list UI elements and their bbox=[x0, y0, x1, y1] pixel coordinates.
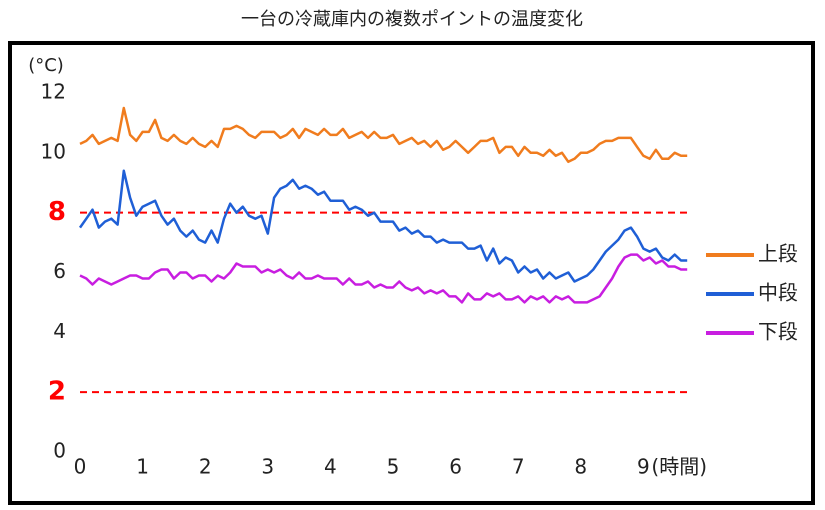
x-tick-label: 8 bbox=[574, 455, 587, 479]
x-tick-label: 2 bbox=[199, 455, 212, 479]
x-tick-label: 4 bbox=[324, 455, 337, 479]
x-tick-label: 9 bbox=[637, 455, 650, 479]
x-tick-label: 5 bbox=[387, 455, 400, 479]
chart-title: 一台の冷蔵庫内の複数ポイントの温度変化 bbox=[241, 9, 583, 30]
x-tick-label: 6 bbox=[449, 455, 462, 479]
y-tick-label: 12 bbox=[41, 80, 66, 104]
x-unit: (時間) bbox=[651, 455, 707, 479]
x-tick-label: 7 bbox=[512, 455, 525, 479]
x-tick-label: 0 bbox=[74, 455, 87, 479]
series-line bbox=[79, 106, 688, 164]
y-tick-label: 10 bbox=[41, 139, 66, 163]
y-tick-label: 4 bbox=[53, 319, 66, 343]
y-tick-label: 6 bbox=[53, 259, 66, 283]
series-line bbox=[79, 253, 688, 304]
y-tick-label: 0 bbox=[53, 439, 66, 463]
x-tick-label: 3 bbox=[261, 455, 274, 479]
y-unit: (°C) bbox=[28, 55, 64, 76]
reference-label: 2 bbox=[48, 377, 66, 407]
legend-label: 下段 bbox=[758, 320, 798, 344]
reference-label: 8 bbox=[48, 197, 66, 227]
legend-label: 中段 bbox=[758, 281, 798, 305]
legend-label: 上段 bbox=[758, 242, 798, 266]
series-line bbox=[78, 169, 688, 283]
frame bbox=[8, 41, 815, 505]
x-tick-label: 1 bbox=[136, 455, 149, 479]
